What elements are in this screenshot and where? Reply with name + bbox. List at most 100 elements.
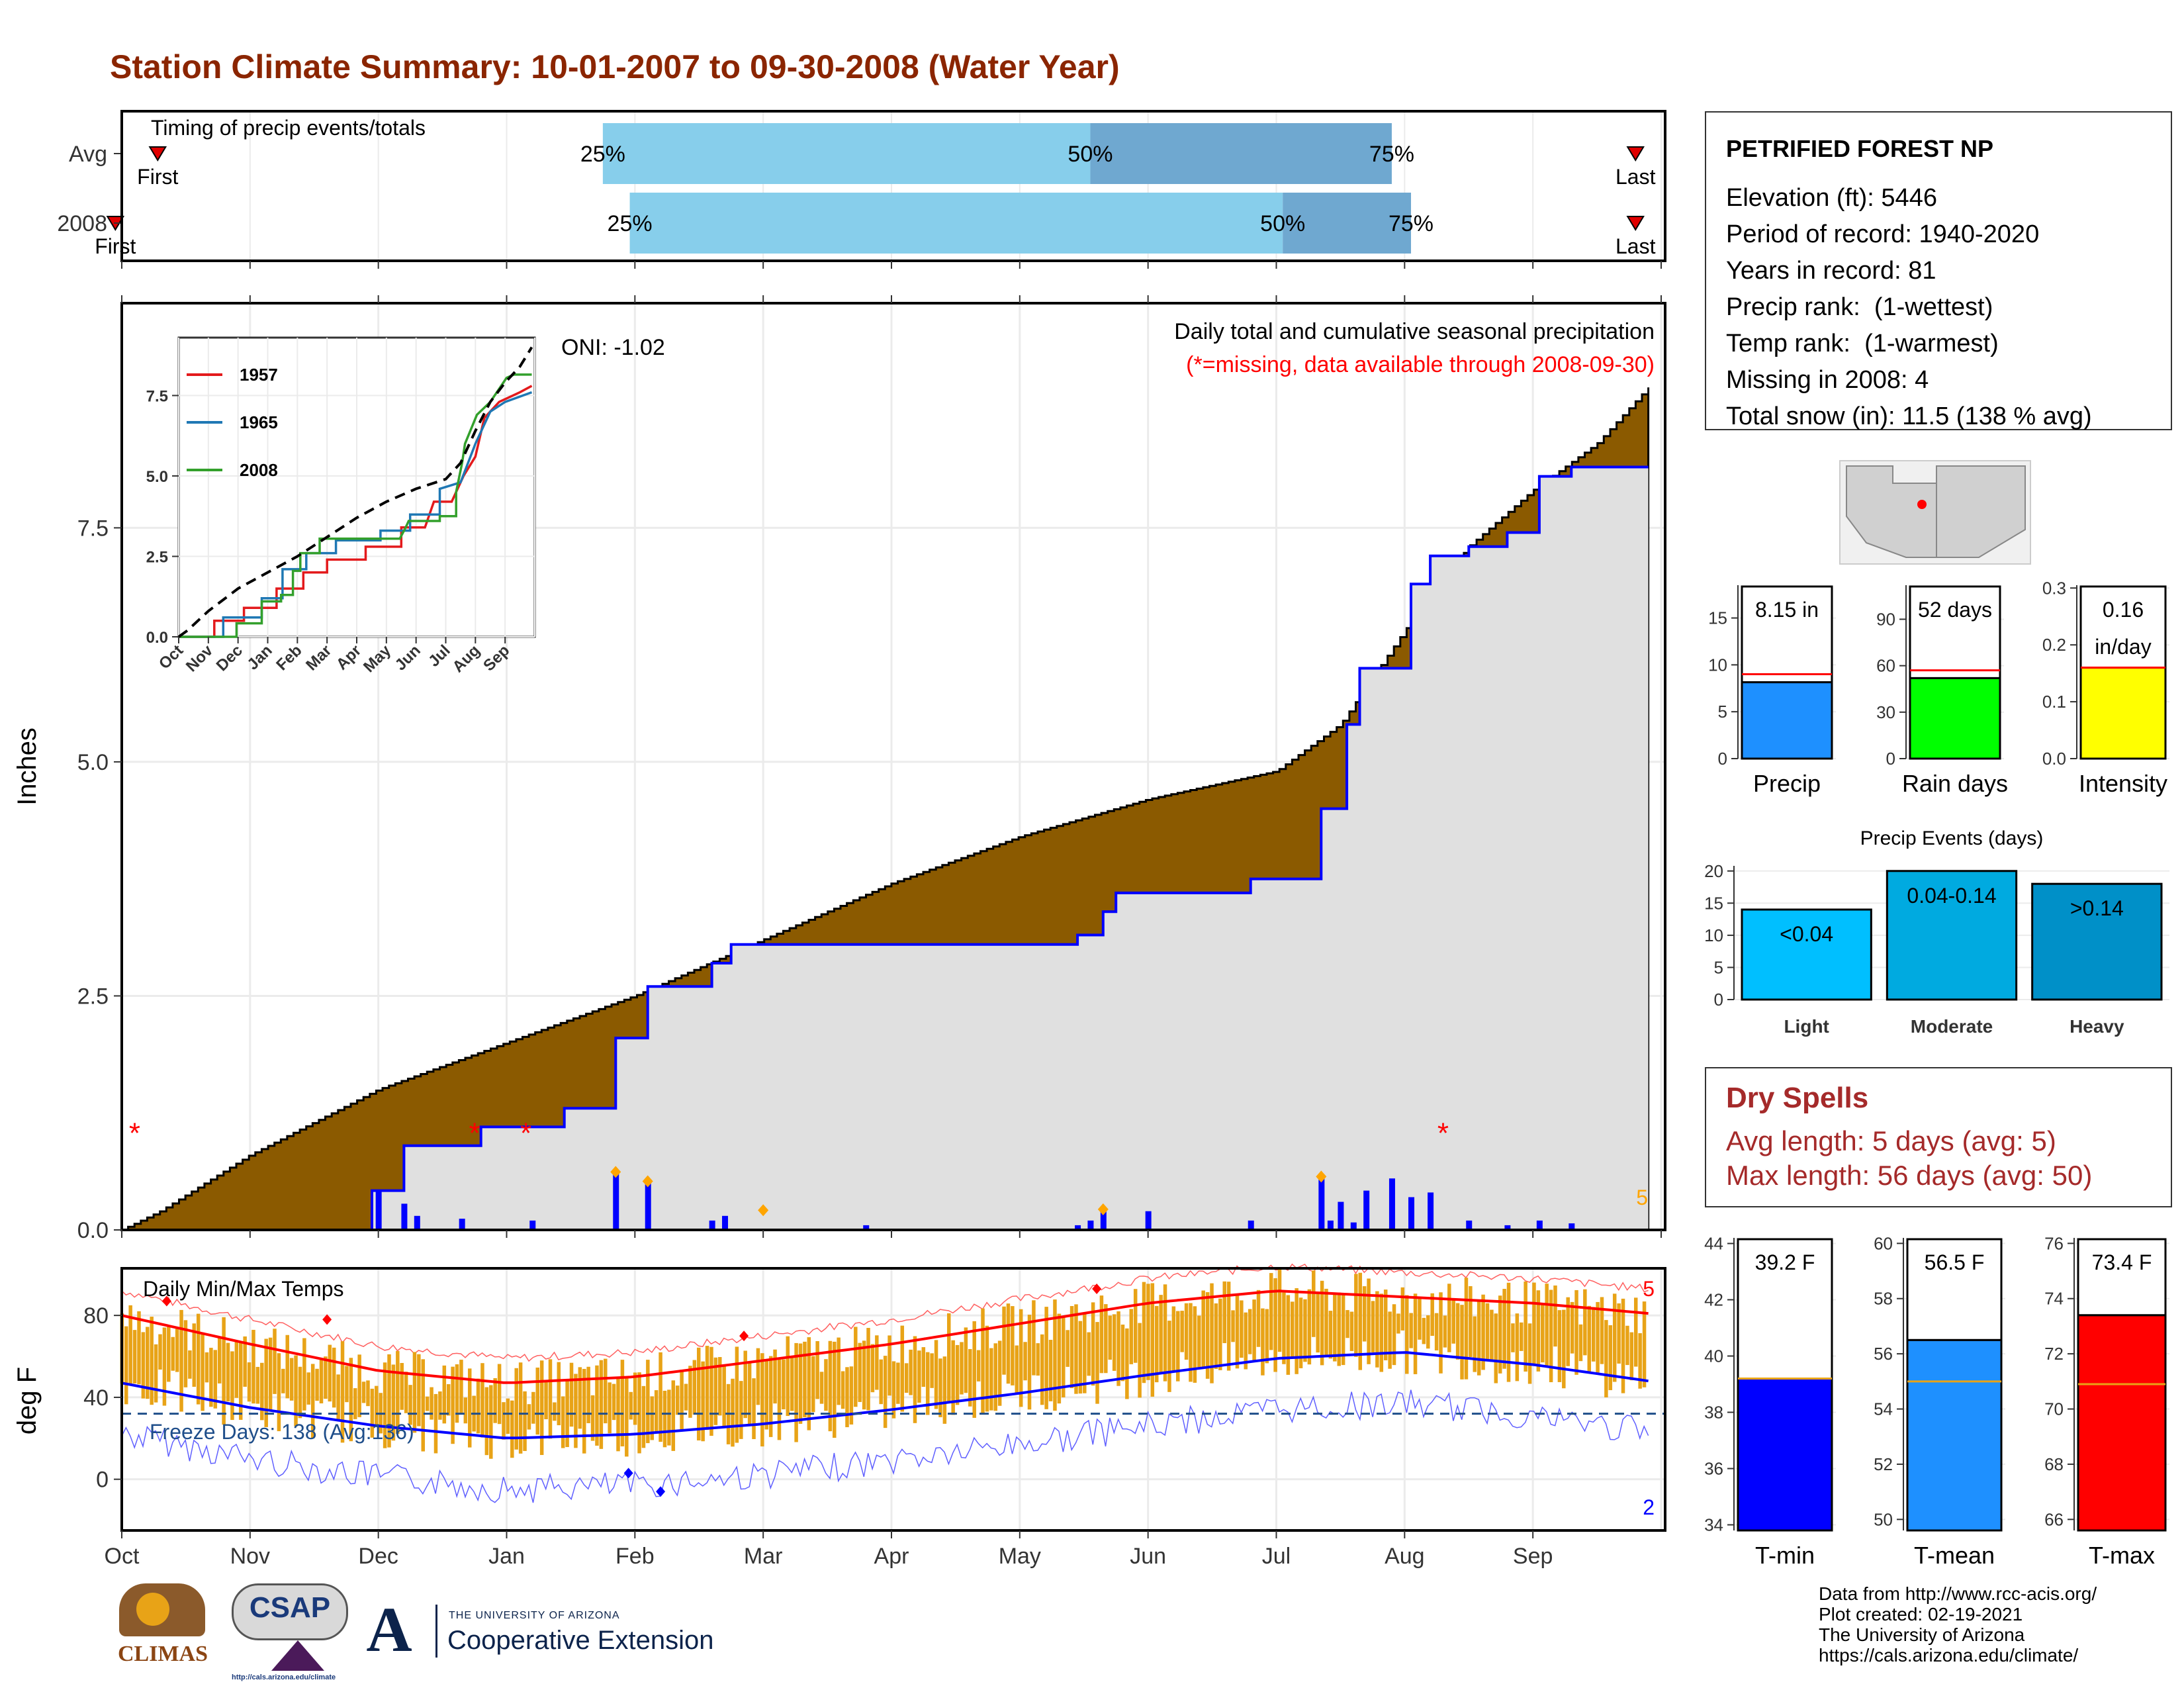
t-max-summary-value-label: 73.4 F — [2092, 1250, 2152, 1274]
daily-temp-bar — [1277, 1269, 1282, 1352]
dry-spells-box: Dry Spells Avg length: 5 days (avg: 5) M… — [1705, 1067, 2172, 1207]
daily-temp-bar — [1638, 1333, 1642, 1389]
daily-temp-bar — [518, 1362, 523, 1454]
rain-days-summary-y-tick-label: 60 — [1876, 656, 1895, 676]
snow-marker-icon — [1097, 1203, 1109, 1215]
daily-temp-bar — [883, 1356, 887, 1429]
daily-temp-bar — [595, 1365, 599, 1446]
daily-temp-bar — [1633, 1297, 1638, 1367]
snow-marker-icon — [610, 1166, 621, 1178]
daily-temp-bar — [743, 1350, 747, 1419]
daily-temp-bar — [332, 1347, 336, 1408]
daily-precip-bar — [1536, 1220, 1543, 1230]
climas-logo-text: CLIMAS — [117, 1642, 208, 1666]
daily-temp-bar — [408, 1385, 412, 1425]
oni-label: ONI: -1.02 — [561, 335, 665, 360]
precip-summary-y-tick-label: 0 — [1718, 749, 1727, 769]
daily-precip-bar — [1327, 1220, 1334, 1230]
main-y-tick-label: 5.0 — [77, 750, 109, 775]
daily-temp-bar — [735, 1346, 739, 1443]
daily-temp-bar — [828, 1340, 833, 1432]
daily-temp-bar — [328, 1344, 332, 1402]
daily-temp-bar — [1002, 1306, 1006, 1375]
intensity-summary-value-label: 0.16 — [2103, 598, 2144, 622]
daily-temp-bar — [1036, 1343, 1040, 1376]
daily-temp-bar — [1066, 1330, 1069, 1367]
daily-temp-bar — [777, 1359, 782, 1440]
precip-summary-value-label: 8.15 in — [1755, 598, 1819, 622]
timing-q75-label: 75% — [1369, 142, 1414, 167]
t-min-summary-x-label: T-min — [1755, 1542, 1815, 1569]
daily-temp-bar — [1078, 1321, 1083, 1394]
daily-temp-bar — [1367, 1278, 1371, 1364]
daily-temp-bar — [989, 1348, 993, 1411]
daily-temp-bar — [862, 1340, 866, 1410]
daily-temp-bar — [306, 1372, 311, 1405]
t-mean-summary-y-tick-label: 58 — [1874, 1289, 1893, 1309]
daily-temp-bar — [760, 1353, 764, 1447]
month-tick-label: Apr — [874, 1544, 909, 1569]
daily-temp-bar — [531, 1391, 535, 1424]
daily-temp-bar — [650, 1396, 655, 1440]
t-mean-summary-y-tick-label: 54 — [1874, 1399, 1893, 1419]
daily-temp-bar — [675, 1385, 680, 1415]
daily-temp-bar — [1112, 1314, 1116, 1371]
daily-temp-bar — [192, 1323, 197, 1387]
daily-temp-bar — [1460, 1305, 1464, 1380]
daily-temp-bar — [633, 1372, 637, 1425]
daily-temp-bar — [459, 1360, 463, 1414]
month-tick-label: Jul — [1262, 1544, 1291, 1569]
daily-temp-bar — [1608, 1325, 1613, 1391]
daily-temp-bar — [985, 1325, 989, 1412]
daily-temp-bar — [1265, 1309, 1269, 1364]
daily-temp-bar — [387, 1354, 391, 1448]
daily-temp-bar — [1069, 1305, 1074, 1389]
daily-temp-bar — [1193, 1306, 1197, 1383]
temp-corner-bottom: 2 — [1643, 1495, 1655, 1519]
daily-temp-bar — [1464, 1278, 1469, 1380]
t-mean-summary-y-tick-label: 56 — [1874, 1344, 1893, 1364]
daily-temp-bar — [1159, 1295, 1163, 1373]
daily-temp-bar — [790, 1358, 794, 1411]
daily-precip-bar — [645, 1183, 651, 1230]
daily-temp-bar — [1180, 1311, 1184, 1352]
daily-precip-bar — [1466, 1220, 1473, 1230]
daily-temp-bar — [1146, 1284, 1150, 1380]
timing-row-label: Avg — [69, 142, 107, 167]
daily-temp-bar — [866, 1328, 870, 1411]
daily-temp-bar — [1222, 1281, 1226, 1344]
daily-temp-bar — [442, 1365, 447, 1424]
daily-temp-bar — [1490, 1309, 1494, 1362]
precip-events-y-tick-label: 15 — [1704, 893, 1723, 913]
daily-temp-bar — [1532, 1282, 1536, 1366]
station-line: Total snow (in): 11.5 (138 % avg) — [1726, 402, 2092, 430]
daily-temp-bar — [701, 1361, 705, 1442]
daily-precip-bar — [1408, 1197, 1415, 1230]
daily-temp-bar — [1447, 1284, 1451, 1352]
daily-temp-bar — [942, 1356, 947, 1424]
station-line: Years in record: 81 — [1726, 257, 1936, 285]
t-max-summary-y-tick-label: 70 — [2044, 1399, 2064, 1419]
timing-bar-q25-q50 — [629, 193, 1283, 254]
daily-temp-bar — [692, 1360, 697, 1415]
daily-temp-bar — [1439, 1292, 1443, 1374]
t-mean-summary-remainder — [1906, 1238, 2003, 1341]
daily-temp-bar — [1541, 1304, 1545, 1363]
month-tick-label: Dec — [358, 1544, 398, 1569]
csap-url[interactable]: http://cals.arizona.edu/climate — [232, 1673, 336, 1681]
daily-temp-bar — [222, 1317, 226, 1425]
daily-temp-bar — [506, 1398, 510, 1434]
precip-events-y-tick-label: 20 — [1704, 861, 1723, 881]
daily-temp-bar — [938, 1358, 942, 1417]
daily-temp-bar — [1396, 1313, 1400, 1334]
daily-temp-bar — [997, 1340, 1002, 1406]
daily-temp-bar — [947, 1313, 951, 1402]
daily-temp-bar — [1320, 1280, 1324, 1366]
rain-days-summary-y-tick-label: 30 — [1876, 702, 1895, 722]
daily-temp-bar — [981, 1308, 985, 1414]
daily-temp-bar — [1612, 1293, 1617, 1382]
daily-temp-bar — [361, 1382, 366, 1403]
precip-event-bar — [2031, 882, 2163, 1001]
daily-temp-bar — [1286, 1295, 1291, 1375]
daily-temp-bar — [578, 1367, 582, 1429]
